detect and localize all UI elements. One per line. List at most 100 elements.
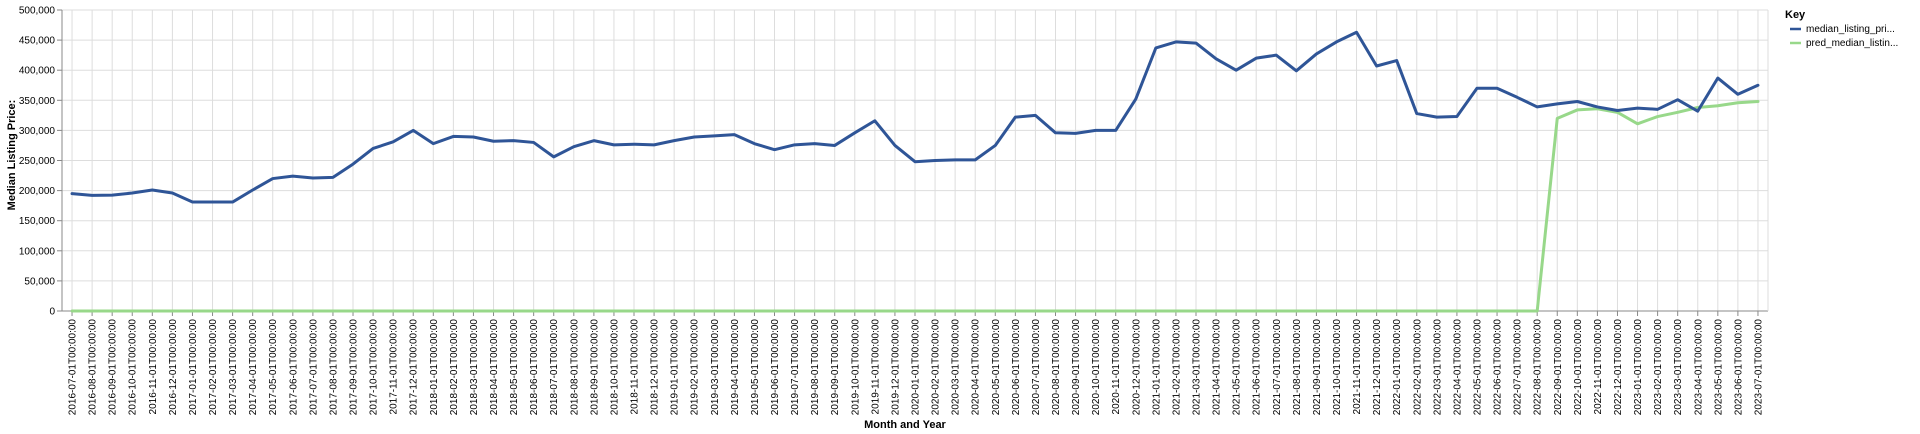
- x-tick-label: 2017-02-01T00:00:00: [208, 319, 219, 416]
- x-tick-label: 2019-06-01T00:00:00: [770, 319, 781, 416]
- x-tick-label: 2022-12-01T00:00:00: [1613, 319, 1624, 416]
- x-tick-label: 2020-10-01T00:00:00: [1091, 319, 1102, 416]
- axes: 0 50,000 100,000 150,000 200,000 250,000 300,0…: [19, 6, 1769, 416]
- x-tick-label: 2019-01-01T00:00:00: [670, 319, 681, 416]
- x-tick-label: 2017-04-01T00:00:00: [248, 319, 259, 416]
- y-tick-label: 150,000: [19, 216, 56, 227]
- legend-label: pred_median_listin...: [1806, 38, 1898, 49]
- x-tick-label: 2016-11-01T00:00:00: [148, 319, 159, 415]
- x-tick-label: 2020-09-01T00:00:00: [1071, 319, 1082, 416]
- y-tick-label: 350,000: [19, 96, 56, 107]
- series-line-0: [70, 30, 1760, 204]
- x-tick-label: 2019-12-01T00:00:00: [890, 319, 901, 416]
- x-tick-label: 2016-12-01T00:00:00: [168, 319, 179, 416]
- series-line-1: [70, 100, 1760, 313]
- x-tick-label: 2016-09-01T00:00:00: [108, 319, 119, 416]
- x-tick-label: 2018-07-01T00:00:00: [549, 319, 560, 416]
- x-tick-label: 2018-06-01T00:00:00: [529, 319, 540, 416]
- x-tick-label: 2018-11-01T00:00:00: [630, 319, 641, 415]
- x-tick-label: 2021-10-01T00:00:00: [1332, 319, 1343, 416]
- x-tick-label: 2022-06-01T00:00:00: [1493, 319, 1504, 416]
- x-tick-label: 2021-11-01T00:00:00: [1352, 319, 1363, 415]
- x-tick-label: 2022-03-01T00:00:00: [1432, 319, 1443, 416]
- x-tick-label: 2023-03-01T00:00:00: [1673, 319, 1684, 416]
- x-tick-label: 2018-03-01T00:00:00: [469, 319, 480, 416]
- x-tick-label: 2021-06-01T00:00:00: [1252, 319, 1263, 416]
- x-tick-label: 2017-06-01T00:00:00: [288, 319, 299, 416]
- x-tick-label: 2019-09-01T00:00:00: [830, 319, 841, 416]
- x-tick-label: 2020-07-01T00:00:00: [1031, 319, 1042, 416]
- x-tick-label: 2019-07-01T00:00:00: [790, 319, 801, 416]
- x-tick-label: 2017-11-01T00:00:00: [389, 319, 400, 415]
- legend-title: Key: [1785, 9, 1806, 21]
- x-tick-label: 2021-05-01T00:00:00: [1232, 319, 1243, 416]
- x-tick-label: 2017-10-01T00:00:00: [369, 319, 380, 416]
- x-tick-label: 2023-02-01T00:00:00: [1653, 319, 1664, 416]
- x-tick-label: 2020-08-01T00:00:00: [1051, 319, 1062, 416]
- x-tick-label: 2017-08-01T00:00:00: [328, 319, 339, 416]
- x-tick-label: 2020-12-01T00:00:00: [1131, 319, 1142, 416]
- x-tick-label: 2020-02-01T00:00:00: [931, 319, 942, 416]
- x-tick-label: 2021-03-01T00:00:00: [1191, 319, 1202, 416]
- x-tick-label: 2019-04-01T00:00:00: [730, 319, 741, 416]
- y-tick-label: 300,000: [19, 126, 56, 137]
- x-tick-label: 2019-11-01T00:00:00: [870, 319, 881, 415]
- x-tick-label: 2018-01-01T00:00:00: [429, 319, 440, 416]
- x-tick-label: 2022-05-01T00:00:00: [1472, 319, 1483, 416]
- x-tick-label: 2017-07-01T00:00:00: [308, 319, 319, 416]
- y-tick-label: 400,000: [19, 66, 56, 77]
- x-tick-label: 2017-12-01T00:00:00: [409, 319, 420, 416]
- x-tick-label: 2023-01-01T00:00:00: [1633, 319, 1644, 416]
- x-tick-label: 2023-07-01T00:00:00: [1753, 319, 1764, 416]
- y-tick-label: 100,000: [19, 246, 56, 257]
- x-tick-label: 2020-04-01T00:00:00: [971, 319, 982, 416]
- x-tick-label: 2020-01-01T00:00:00: [911, 319, 922, 416]
- y-axis-title: Median Listing Price:: [6, 100, 18, 211]
- x-tick-label: 2021-07-01T00:00:00: [1272, 319, 1283, 416]
- x-tick-label: 2022-04-01T00:00:00: [1452, 319, 1463, 416]
- x-tick-label: 2023-06-01T00:00:00: [1733, 319, 1744, 416]
- x-tick-label: 2022-11-01T00:00:00: [1593, 319, 1604, 415]
- y-tick-label: 200,000: [19, 186, 56, 197]
- y-tick-label: 250,000: [19, 156, 56, 167]
- y-tick-label: 50,000: [24, 276, 55, 287]
- x-tick-label: 2021-04-01T00:00:00: [1212, 319, 1223, 416]
- x-tick-label: 2022-07-01T00:00:00: [1513, 319, 1524, 416]
- x-axis-title: Month and Year: [864, 419, 946, 431]
- x-tick-label: 2018-05-01T00:00:00: [509, 319, 520, 416]
- x-tick-label: 2020-06-01T00:00:00: [1011, 319, 1022, 416]
- x-tick-label: 2017-05-01T00:00:00: [268, 319, 279, 416]
- x-tick-label: 2023-05-01T00:00:00: [1713, 319, 1724, 416]
- x-tick-label: 2016-10-01T00:00:00: [128, 319, 139, 416]
- legend-label: median_listing_pri...: [1806, 24, 1895, 35]
- y-tick-label: 500,000: [19, 6, 56, 17]
- x-tick-label: 2020-03-01T00:00:00: [951, 319, 962, 416]
- x-tick-label: 2018-10-01T00:00:00: [609, 319, 620, 416]
- x-tick-label: 2016-08-01T00:00:00: [88, 319, 99, 416]
- x-tick-label: 2017-03-01T00:00:00: [228, 319, 239, 416]
- series-layer: [70, 30, 1760, 313]
- x-tick-label: 2018-12-01T00:00:00: [650, 319, 661, 416]
- x-tick-label: 2022-02-01T00:00:00: [1412, 319, 1423, 416]
- legend: Key median_listing_pri... pred_median_lis…: [1785, 9, 1898, 49]
- x-tick-label: 2018-09-01T00:00:00: [589, 319, 600, 416]
- x-tick-label: 2020-11-01T00:00:00: [1111, 319, 1122, 415]
- y-tick-label: 450,000: [19, 36, 56, 47]
- x-tick-label: 2019-10-01T00:00:00: [850, 319, 861, 416]
- x-tick-label: 2018-02-01T00:00:00: [449, 319, 460, 416]
- x-tick-label: 2017-01-01T00:00:00: [188, 319, 199, 416]
- x-tick-label: 2019-05-01T00:00:00: [750, 319, 761, 416]
- x-tick-label: 2019-02-01T00:00:00: [690, 319, 701, 416]
- x-tick-label: 2016-07-01T00:00:00: [68, 319, 79, 416]
- y-tick-label: 0: [49, 307, 55, 318]
- x-tick-label: 2018-08-01T00:00:00: [569, 319, 580, 416]
- x-tick-label: 2022-09-01T00:00:00: [1553, 319, 1564, 416]
- grid: [62, 9, 1768, 312]
- x-tick-label: 2018-04-01T00:00:00: [489, 319, 500, 416]
- x-tick-label: 2022-01-01T00:00:00: [1392, 319, 1403, 416]
- x-tick-label: 2022-08-01T00:00:00: [1533, 319, 1544, 416]
- x-tick-label: 2021-12-01T00:00:00: [1372, 319, 1383, 416]
- x-tick-label: 2023-04-01T00:00:00: [1693, 319, 1704, 416]
- x-tick-label: 2021-09-01T00:00:00: [1312, 319, 1323, 416]
